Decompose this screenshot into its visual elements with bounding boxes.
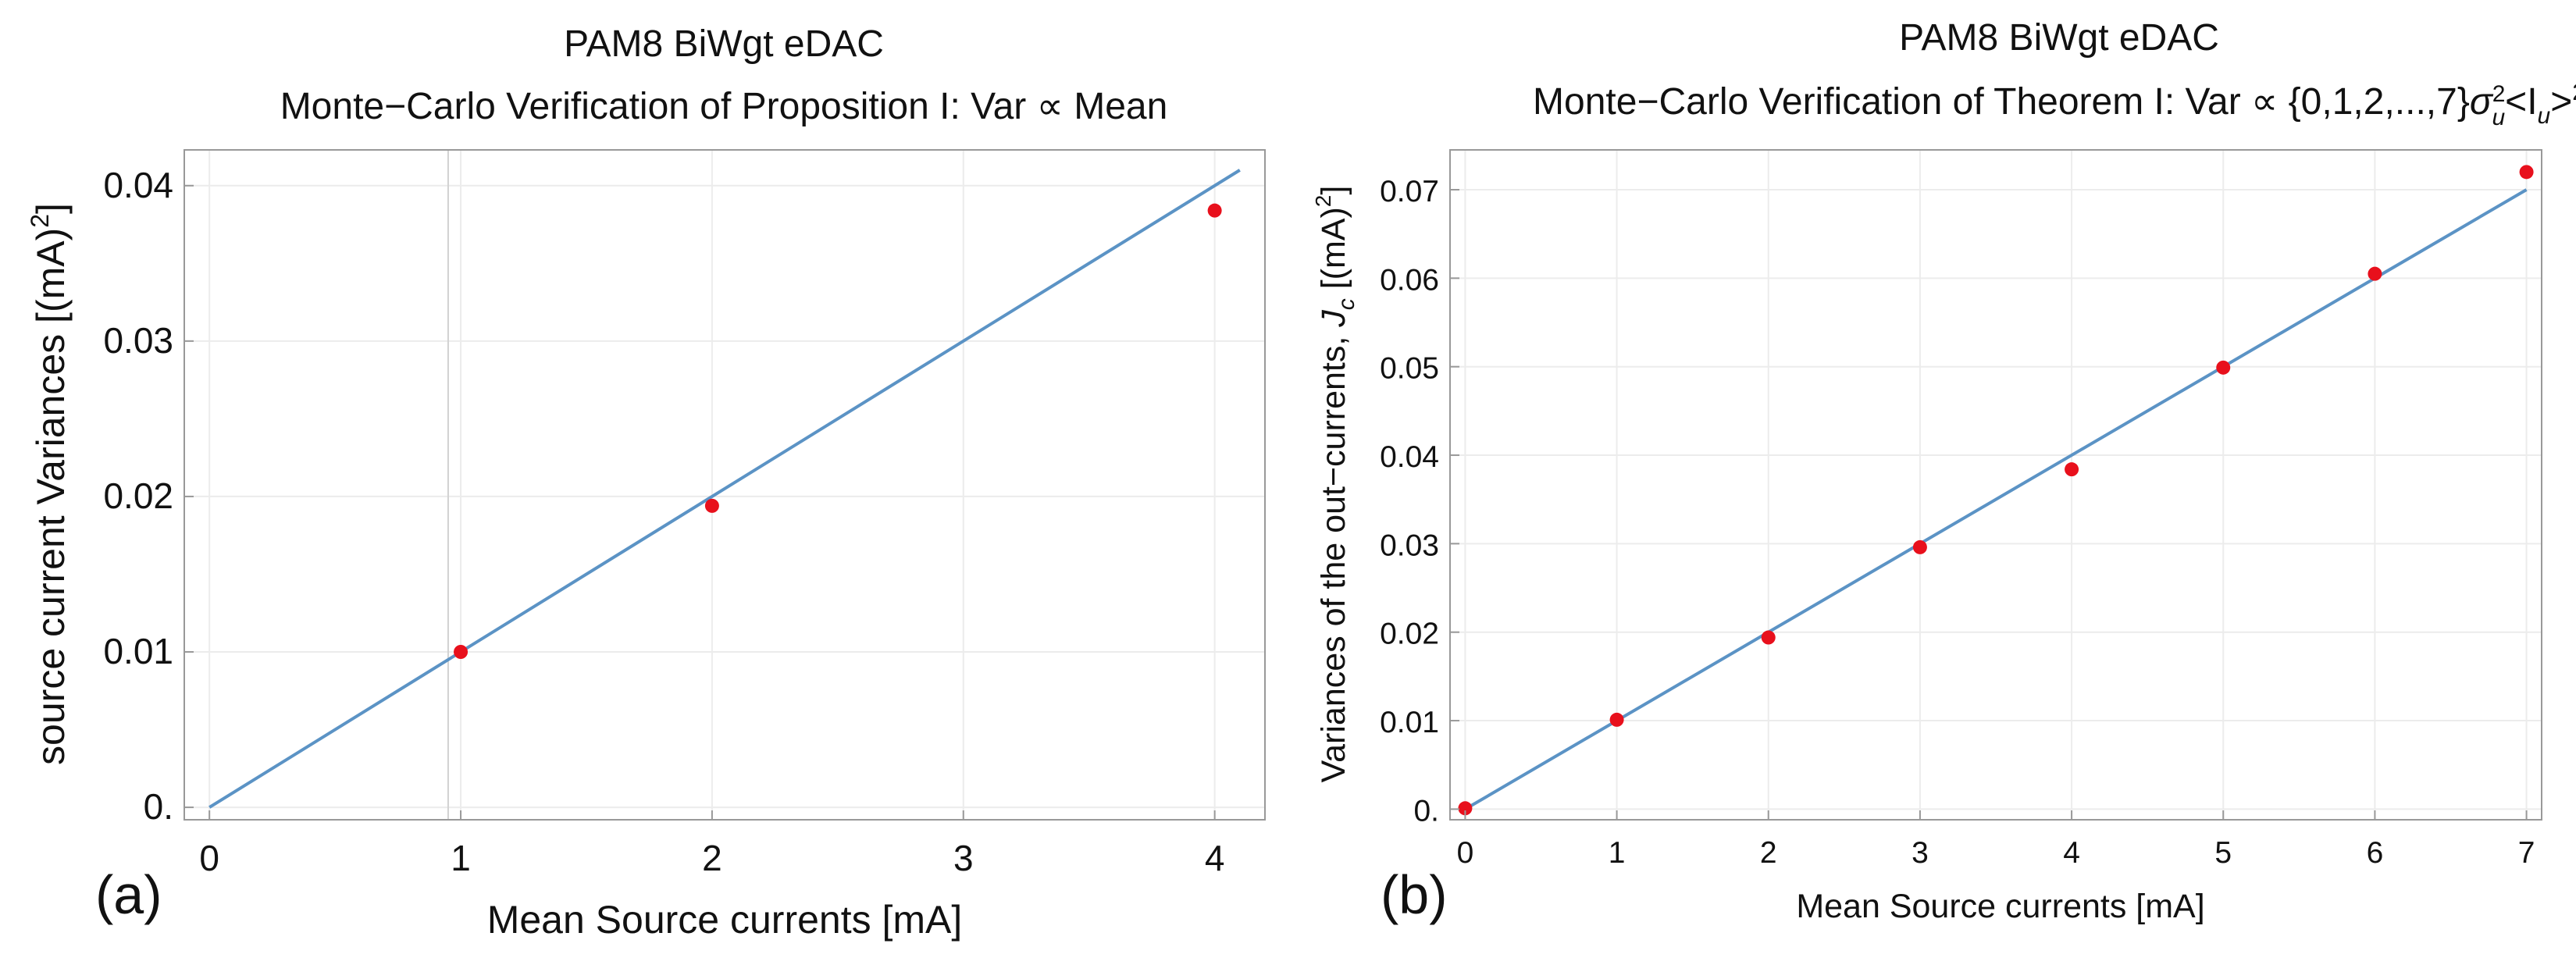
chart-b-xtick-label: 3 <box>1912 836 1929 870</box>
chart-b-data-point <box>1912 539 1927 554</box>
chart-b-title-end: > <box>2550 81 2572 123</box>
chart-b-ticks: 0 1 2 3 4 5 6 7 0. 0.01 0.02 0.03 0.04 0.05 0.06 0.07 <box>1380 175 2535 870</box>
chart-a-ylabel: source current Variances [(mA)2] <box>26 203 73 765</box>
chart-b-xtick-label: 7 <box>2518 836 2535 870</box>
chart-b-title-sigma-sub: u <box>2492 105 2505 130</box>
chart-b-data-point <box>1458 801 1473 816</box>
chart-a-ytick-label: 0.03 <box>103 320 173 361</box>
chart-a-fit-line <box>208 169 1241 809</box>
chart-b-series <box>1458 165 2534 816</box>
chart-a-series <box>208 169 1241 809</box>
chart-b-ytick-label: 0. <box>1413 794 1439 828</box>
chart-b-title-line1: PAM8 BiWgt eDAC <box>1899 17 2219 59</box>
chart-a-xtick-label: 0 <box>199 838 219 878</box>
chart-b-title-mid: <I <box>2505 81 2537 123</box>
chart-b-ytick-label: 0.04 <box>1380 440 1439 474</box>
chart-b-ylabel-j: J <box>1315 310 1352 328</box>
chart-a-ytick-label: 0.01 <box>103 631 173 671</box>
chart-b-panel-label: (b) <box>1381 864 1448 925</box>
chart-a: PAM8 BiWgt eDAC Monte−Carlo Verification… <box>26 23 1266 942</box>
chart-b-xlabel: Mean Source currents [mA] <box>1796 888 2204 925</box>
chart-b-grid <box>1450 150 2542 820</box>
chart-a-xtick-label: 3 <box>953 838 974 878</box>
chart-b-xtick-label: 0 <box>1457 836 1474 870</box>
chart-a-ylabel-close: ] <box>29 203 73 214</box>
chart-b-title-text: Monte−Carlo Verification of Theorem I: V… <box>1533 81 2470 123</box>
chart-a-frame <box>183 149 1266 821</box>
chart-b-ytick-label: 0.06 <box>1380 263 1439 297</box>
chart-b-ylabel-unit: [(mA) <box>1315 207 1352 298</box>
chart-a-xtick-label: 2 <box>702 838 722 878</box>
chart-b-title-sigma-sup: 2 <box>2492 81 2506 107</box>
chart-a-xtick-label: 1 <box>451 838 471 878</box>
chart-b-ytick-label: 0.03 <box>1380 529 1439 562</box>
chart-b-ylabel-j-sub: c <box>1334 298 1359 310</box>
chart-b-data-point <box>2368 266 2382 281</box>
chart-b-ytick-label: 0.01 <box>1380 706 1439 739</box>
chart-a-xlabel: Mean Source currents [mA] <box>487 898 963 942</box>
chart-b-ytick-label: 0.02 <box>1380 618 1439 651</box>
chart-a-ytick-label: 0. <box>144 786 173 827</box>
chart-b-xtick-label: 6 <box>2367 836 2384 870</box>
chart-a-xtick-label: 4 <box>1205 838 1225 878</box>
chart-a-title-line1: PAM8 BiWgt eDAC <box>564 23 884 65</box>
chart-a-data-point <box>1207 203 1222 218</box>
chart-b-xtick-label: 4 <box>2063 836 2080 870</box>
chart-b-fit-line <box>1464 188 2528 811</box>
chart-b-xtick-label: 2 <box>1760 836 1777 870</box>
chart-b-data-point <box>1609 712 1624 727</box>
chart-a-ytick-label: 0.04 <box>103 165 173 205</box>
chart-a-title-line2: Monte−Carlo Verification of Proposition … <box>280 86 1168 127</box>
chart-a-data-point <box>454 645 469 660</box>
chart-b-ylabel: Variances of the out−currents, Jc [(mA)2… <box>1311 186 1359 783</box>
chart-a-ylabel-text: source current Variances [(mA) <box>29 228 73 765</box>
chart-b-ylabel-close: ] <box>1315 186 1352 195</box>
chart-a-ylabel-sup: 2 <box>26 214 54 228</box>
chart-b-data-point <box>2216 360 2231 375</box>
chart-b-ytick-label: 0.07 <box>1380 175 1439 208</box>
chart-b-xtick-label: 1 <box>1609 836 1626 870</box>
chart-b-ylabel-sup: 2 <box>1311 195 1335 208</box>
chart-b-data-point <box>2065 462 2079 477</box>
chart-b-frame <box>1449 149 2542 821</box>
chart-b-ytick-label: 0.05 <box>1380 352 1439 386</box>
chart-b: PAM8 BiWgt eDAC Monte−Carlo Verification… <box>1311 17 2576 925</box>
chart-b-ylabel-text: Variances of the out−currents, <box>1315 327 1352 783</box>
chart-b-title-mid-sub: u <box>2538 103 2551 129</box>
chart-b-title-end-sup: 2 <box>2572 80 2576 105</box>
chart-b-title-sigma: σ <box>2470 81 2494 123</box>
chart-a-grid <box>184 150 1265 820</box>
chart-a-ticks: 0 1 2 3 4 0. 0.01 0.02 0.03 0.04 <box>103 165 1224 878</box>
chart-b-data-point <box>1761 630 1776 645</box>
chart-a-ytick-label: 0.02 <box>103 475 173 516</box>
chart-a-data-point <box>704 498 719 513</box>
chart-b-title-line2: Monte−Carlo Verification of Theorem I: V… <box>1533 80 2576 130</box>
chart-b-data-point <box>2519 165 2534 180</box>
chart-b-xtick-label: 5 <box>2214 836 2232 870</box>
chart-a-panel-label: (a) <box>95 864 162 925</box>
